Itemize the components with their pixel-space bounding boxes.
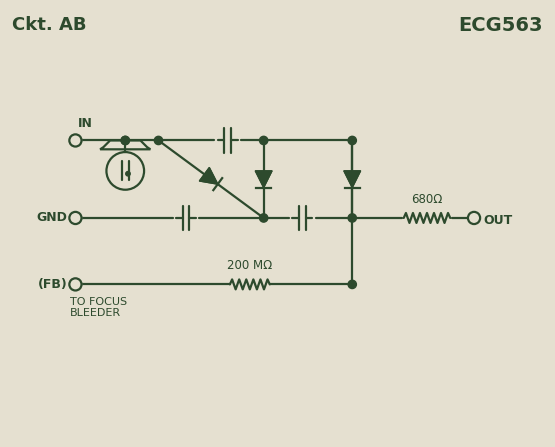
Circle shape	[260, 214, 268, 222]
Circle shape	[348, 214, 356, 222]
Polygon shape	[255, 171, 272, 187]
Text: GND: GND	[36, 211, 67, 224]
Circle shape	[348, 136, 356, 145]
Polygon shape	[199, 168, 218, 184]
Circle shape	[69, 278, 82, 291]
Text: TO FOCUS
BLEEDER: TO FOCUS BLEEDER	[70, 296, 127, 318]
Text: 680Ω: 680Ω	[411, 193, 443, 206]
Text: ECG563: ECG563	[459, 16, 543, 35]
Circle shape	[69, 212, 82, 224]
Circle shape	[468, 212, 480, 224]
Text: (FB): (FB)	[37, 278, 67, 291]
Text: OUT: OUT	[483, 214, 512, 227]
Circle shape	[121, 136, 129, 145]
Text: IN: IN	[78, 118, 93, 131]
Circle shape	[154, 136, 163, 145]
Circle shape	[126, 172, 130, 176]
Text: 200 MΩ: 200 MΩ	[227, 259, 273, 272]
Circle shape	[69, 135, 82, 147]
Polygon shape	[344, 171, 361, 187]
Circle shape	[121, 136, 129, 145]
Circle shape	[260, 136, 268, 145]
Text: Ckt. AB: Ckt. AB	[12, 16, 86, 34]
Circle shape	[348, 280, 356, 289]
